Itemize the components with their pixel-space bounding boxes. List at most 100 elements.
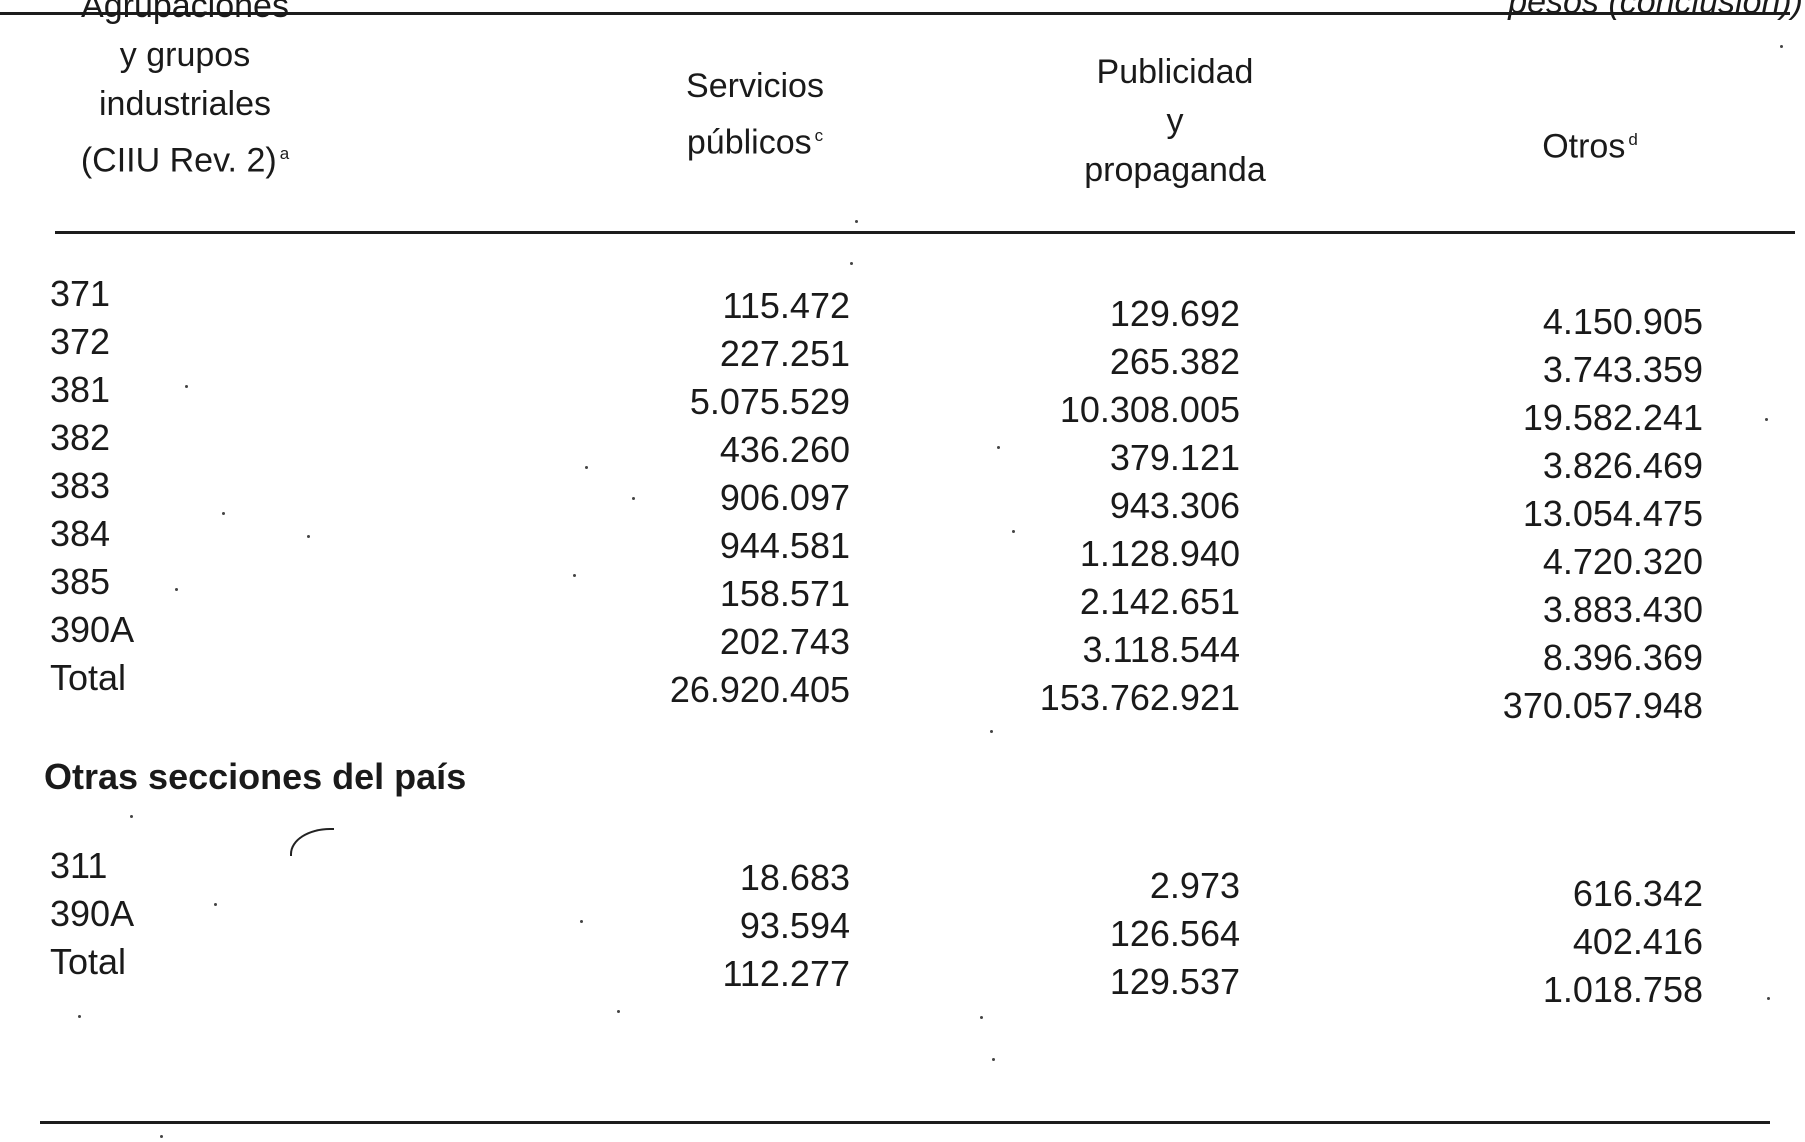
column-header-line: Servicios [686, 67, 824, 105]
cell-otros: 3.743.359 [1542, 349, 1703, 390]
table-row: 381 5.075.529 10.308.005 19.582.241 [0, 366, 1805, 438]
row-label: 372 [50, 321, 111, 362]
cell-servicios: 18.683 [739, 857, 850, 898]
column-header-publicidad: Publicidad y propaganda [1045, 48, 1305, 195]
scan-speck [580, 920, 583, 923]
cell-otros: 19.582.241 [1522, 397, 1703, 438]
row-label: 381 [50, 369, 111, 410]
scan-speck [175, 588, 178, 591]
cell-servicios: 436.260 [719, 429, 850, 470]
table-row: Total 112.277 129.537 1.018.758 [0, 938, 1805, 1010]
table-row: 385 158.571 2.142.651 3.883.430 [0, 558, 1805, 630]
scan-speck [632, 497, 635, 500]
scan-speck [160, 1135, 163, 1138]
column-header-line: y grupos [119, 36, 251, 74]
column-header-line: y [1166, 102, 1184, 140]
cell-otros: 8.396.369 [1542, 637, 1703, 678]
scan-speck [307, 535, 310, 538]
cell-otros: 402.416 [1572, 921, 1703, 962]
cell-publicidad: 129.537 [1109, 961, 1240, 1002]
row-label: 390A [50, 893, 135, 934]
column-header-groups: Agrupaciones y grupos industriales (CIIU… [40, 0, 330, 185]
table-row: 384 944.581 1.128.940 4.720.320 [0, 510, 1805, 582]
cell-publicidad: 265.382 [1109, 341, 1240, 382]
scan-speck [585, 466, 588, 469]
scan-speck [130, 815, 133, 818]
header-note: pesos (conclusión)) [1508, 0, 1803, 21]
row-label: Total [50, 657, 127, 698]
cell-otros: 3.826.469 [1542, 445, 1703, 486]
footnote-mark: d [1628, 130, 1638, 149]
column-header-line: (CIIU Rev. 2) a [80, 141, 290, 180]
cell-publicidad: 1.128.940 [1079, 533, 1240, 574]
cell-servicios: 202.743 [719, 621, 850, 662]
scan-speck [990, 730, 993, 733]
cell-otros: 3.883.430 [1542, 589, 1703, 630]
top-rule [0, 12, 1790, 15]
cell-servicios: 906.097 [719, 477, 850, 518]
row-label: 390A [50, 609, 135, 650]
scan-speck [855, 220, 858, 223]
cell-otros: 13.054.475 [1522, 493, 1703, 534]
footnote-mark: a [279, 144, 290, 163]
table-row: 390A 93.594 126.564 402.416 [0, 890, 1805, 962]
footnote-mark: c [814, 126, 824, 145]
cell-publicidad: 943.306 [1109, 485, 1240, 526]
cell-servicios: 115.472 [722, 285, 850, 326]
row-label: Total [50, 941, 127, 982]
pen-stroke-mark [290, 828, 334, 856]
column-header-line: industriales [99, 85, 271, 123]
cell-publicidad: 153.762.921 [1039, 677, 1240, 718]
cell-otros: 616.342 [1572, 873, 1703, 914]
table-row: 371 115.472 129.692 4.150.905 [0, 270, 1805, 342]
scan-speck [1012, 530, 1015, 533]
table-row: Total 26.920.405 153.762.921 370.057.948 [0, 654, 1805, 726]
cell-otros: 1.018.758 [1542, 969, 1703, 1010]
scan-speck [185, 385, 188, 388]
cell-servicios: 5.075.529 [689, 381, 850, 422]
bottom-rule [40, 1121, 1770, 1124]
cell-servicios: 944.581 [719, 525, 850, 566]
cell-servicios: 93.594 [739, 905, 850, 946]
cell-otros: 4.150.905 [1542, 301, 1703, 342]
cell-publicidad: 10.308.005 [1059, 389, 1240, 430]
cell-publicidad: 3.118.544 [1082, 629, 1240, 670]
scan-speck [222, 512, 225, 515]
scan-speck [992, 1058, 995, 1061]
scan-speck [78, 1015, 81, 1018]
cell-servicios: 112.277 [722, 953, 850, 994]
scan-speck [573, 574, 576, 577]
table-row: 372 227.251 265.382 3.743.359 [0, 318, 1805, 390]
column-header-line: públicos c [686, 123, 824, 162]
scan-speck [214, 903, 217, 906]
cell-publicidad: 2.973 [1149, 865, 1240, 906]
cell-publicidad: 129.692 [1109, 293, 1240, 334]
scan-speck [617, 1010, 620, 1013]
column-header-line: Publicidad [1096, 53, 1254, 91]
cell-servicios: 227.251 [719, 333, 850, 374]
section-title: Otras secciones del país [44, 756, 467, 797]
row-label: 371 [50, 273, 111, 314]
scan-speck [1765, 418, 1768, 421]
cell-servicios: 158.571 [719, 573, 850, 614]
column-header-servicios: Servicios públicos c [640, 62, 870, 167]
scan-speck [1780, 45, 1783, 48]
table-row: 311 18.683 2.973 616.342 [0, 842, 1805, 914]
header-rule [55, 231, 1795, 234]
scan-speck [980, 1016, 983, 1019]
row-label: 311 [50, 845, 108, 886]
column-header-otros: Otros d [1490, 115, 1690, 171]
table-row: 390A 202.743 3.118.544 8.396.369 [0, 606, 1805, 678]
scan-speck [1767, 997, 1770, 1000]
scan-speck [850, 262, 853, 265]
row-label: 382 [50, 417, 111, 458]
cell-publicidad: 379.121 [1109, 437, 1240, 478]
cell-otros: 4.720.320 [1542, 541, 1703, 582]
cell-servicios: 26.920.405 [669, 669, 850, 710]
table-row: 383 906.097 943.306 13.054.475 [0, 462, 1805, 534]
cell-otros: 370.057.948 [1502, 685, 1703, 726]
scan-speck [997, 446, 1000, 449]
column-header-line: Otros d [1542, 127, 1638, 166]
row-label: 383 [50, 465, 111, 506]
